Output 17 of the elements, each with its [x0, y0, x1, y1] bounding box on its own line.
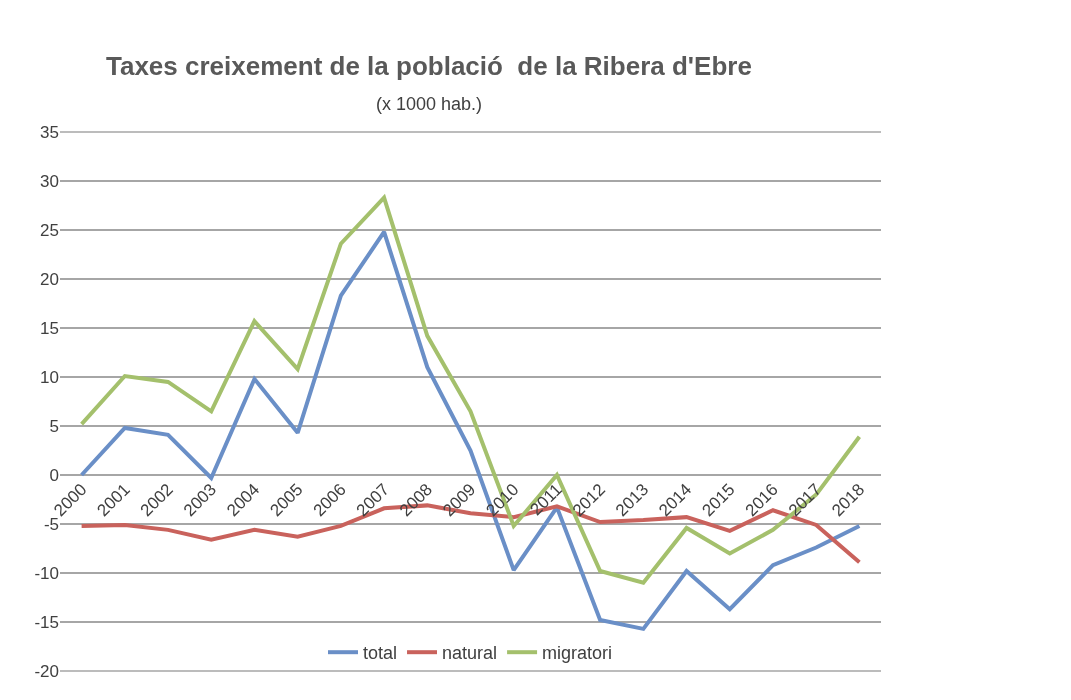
- y-tick-label: 30: [40, 171, 59, 191]
- y-tick-label: 0: [49, 465, 59, 485]
- y-tick-label: 15: [40, 318, 59, 338]
- y-tick-label: 20: [40, 269, 59, 289]
- legend-label: natural: [442, 643, 498, 664]
- y-tick-label: 5: [49, 416, 59, 436]
- chart-subtitle: (x 1000 hab.): [376, 94, 483, 114]
- y-tick-label: -10: [34, 563, 59, 583]
- y-tick-label: 10: [40, 367, 59, 387]
- y-tick-label: -15: [34, 612, 59, 632]
- legend-label: total: [363, 643, 398, 664]
- chart-title: Taxes creixement de la població de la Ribera d'Ebre: [106, 51, 752, 81]
- y-tick-label: 35: [40, 122, 59, 142]
- legend-label: migratori: [542, 643, 613, 664]
- y-tick-label: -5: [43, 514, 59, 534]
- y-tick-label: 25: [40, 220, 59, 240]
- y-tick-label: -20: [34, 661, 59, 681]
